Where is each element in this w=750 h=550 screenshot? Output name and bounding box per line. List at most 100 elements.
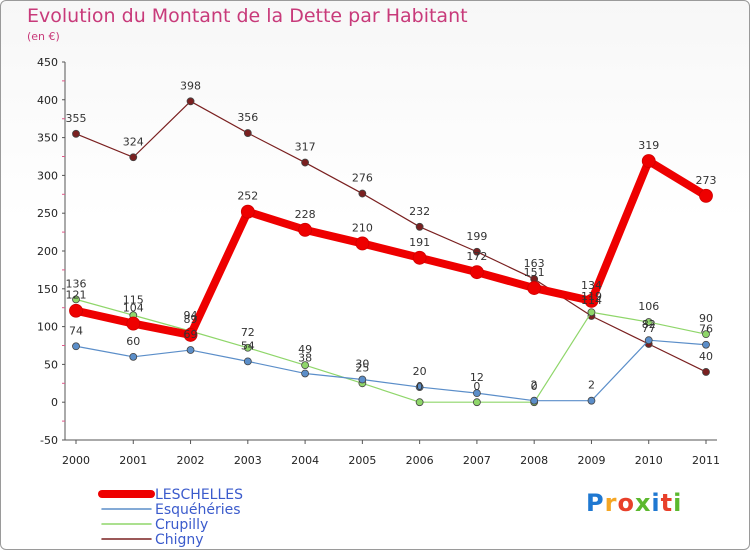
data-label: 104 <box>123 302 144 315</box>
data-label: 356 <box>237 111 258 124</box>
data-point <box>584 293 599 308</box>
data-label: 134 <box>581 279 602 292</box>
data-label: 76 <box>699 323 713 336</box>
data-label: 82 <box>642 318 656 331</box>
x-tick-label: 2008 <box>520 454 548 467</box>
data-point <box>72 129 80 138</box>
legend-label: Chigny <box>155 532 204 548</box>
x-tick-label: 2011 <box>692 454 720 467</box>
data-label: 2 <box>588 379 595 392</box>
data-point <box>527 281 542 295</box>
chart-axes: -50 0 50 100 150 2 0 0 250 300 350 400 450 2000 2001 20… <box>37 56 720 467</box>
data-label: 49 <box>298 343 312 356</box>
legend-item: LESCHELLES <box>98 487 243 503</box>
data-label: 69 <box>184 328 198 341</box>
data-point <box>641 154 656 168</box>
y-tick-label: 100 <box>37 321 58 334</box>
legend-label: LESCHELLES <box>155 487 243 503</box>
data-label: 94 <box>184 309 198 322</box>
series-crupilly <box>72 295 710 407</box>
x-tick-label: 2006 <box>406 454 434 467</box>
data-label: 30 <box>355 358 369 371</box>
series-line <box>75 100 707 373</box>
data-point <box>69 303 83 318</box>
series-esquéhéries <box>72 336 710 405</box>
data-label: 172 <box>466 250 487 263</box>
data-point <box>587 308 596 317</box>
data-point <box>473 247 481 256</box>
data-label: 0 <box>473 380 480 393</box>
data-label: 12 <box>470 371 484 384</box>
x-tick-label: 2002 <box>177 454 205 467</box>
data-label: 115 <box>123 293 144 306</box>
data-label: 25 <box>355 361 369 374</box>
logo-letter: t <box>660 489 674 517</box>
legend-item: Chigny <box>101 532 204 548</box>
data-label: 38 <box>298 351 312 364</box>
logo-letter: o <box>617 489 635 517</box>
data-point <box>301 158 309 167</box>
x-tick-label: 2005 <box>348 454 376 467</box>
data-point <box>530 396 539 405</box>
data-point <box>358 375 367 384</box>
legend-label: Esquéhéries <box>155 502 241 518</box>
data-point <box>129 352 138 361</box>
logo-letter: i <box>651 489 661 517</box>
x-tick-label: 2003 <box>234 454 262 467</box>
data-point <box>358 189 367 198</box>
data-point <box>355 236 370 251</box>
data-label: 232 <box>409 205 430 218</box>
data-point <box>702 330 710 339</box>
data-point <box>301 361 309 370</box>
data-label: 90 <box>699 312 713 325</box>
y-tick-label: 400 <box>37 94 58 107</box>
data-label: 119 <box>581 290 602 303</box>
data-point <box>126 316 141 331</box>
series-leschelles <box>69 154 713 342</box>
data-point <box>415 383 424 391</box>
data-label: 54 <box>241 339 255 352</box>
y-tick-label: -50 <box>40 434 58 447</box>
data-label: 252 <box>237 190 258 203</box>
x-tick-label: 2000 <box>62 454 90 467</box>
series-layer <box>69 97 713 407</box>
data-point <box>240 204 255 219</box>
data-point <box>644 318 653 326</box>
data-label: 319 <box>638 139 659 152</box>
data-label: 89 <box>184 313 198 326</box>
data-point <box>415 222 424 231</box>
legend-item: Esquéhéries <box>101 502 241 518</box>
y-tick-label: 150 <box>37 283 58 296</box>
data-point <box>243 357 252 366</box>
y-tick-label: 0 <box>51 396 58 409</box>
logo-letter: P <box>586 489 605 517</box>
y-tick-label: 350 <box>37 132 58 145</box>
y-tick-label: 450 <box>37 56 58 69</box>
data-point <box>699 188 713 203</box>
data-point <box>473 389 481 398</box>
data-point <box>72 295 80 304</box>
data-label: 60 <box>126 335 140 348</box>
data-label: 0 <box>416 380 423 393</box>
y-tick-label: 250 <box>37 207 58 220</box>
data-label: 324 <box>123 135 144 148</box>
legend-label: Crupilly <box>155 517 208 533</box>
logo-letter: r <box>604 489 618 517</box>
y-tick-label: 300 <box>37 169 58 182</box>
y-tick-label: 50 <box>44 358 58 371</box>
data-labels-layer: 3553243983563172762321991631147740136115… <box>66 79 717 393</box>
data-point <box>298 222 312 237</box>
data-label: 121 <box>66 289 87 302</box>
logo-letter: x <box>634 489 652 517</box>
data-label: 151 <box>524 266 545 279</box>
data-point <box>470 265 484 280</box>
data-label: 228 <box>295 208 316 221</box>
data-point <box>72 342 80 351</box>
x-tick-label: 2001 <box>119 454 147 467</box>
data-label: 273 <box>696 174 717 187</box>
data-label: 136 <box>66 277 87 290</box>
data-point <box>644 336 653 345</box>
